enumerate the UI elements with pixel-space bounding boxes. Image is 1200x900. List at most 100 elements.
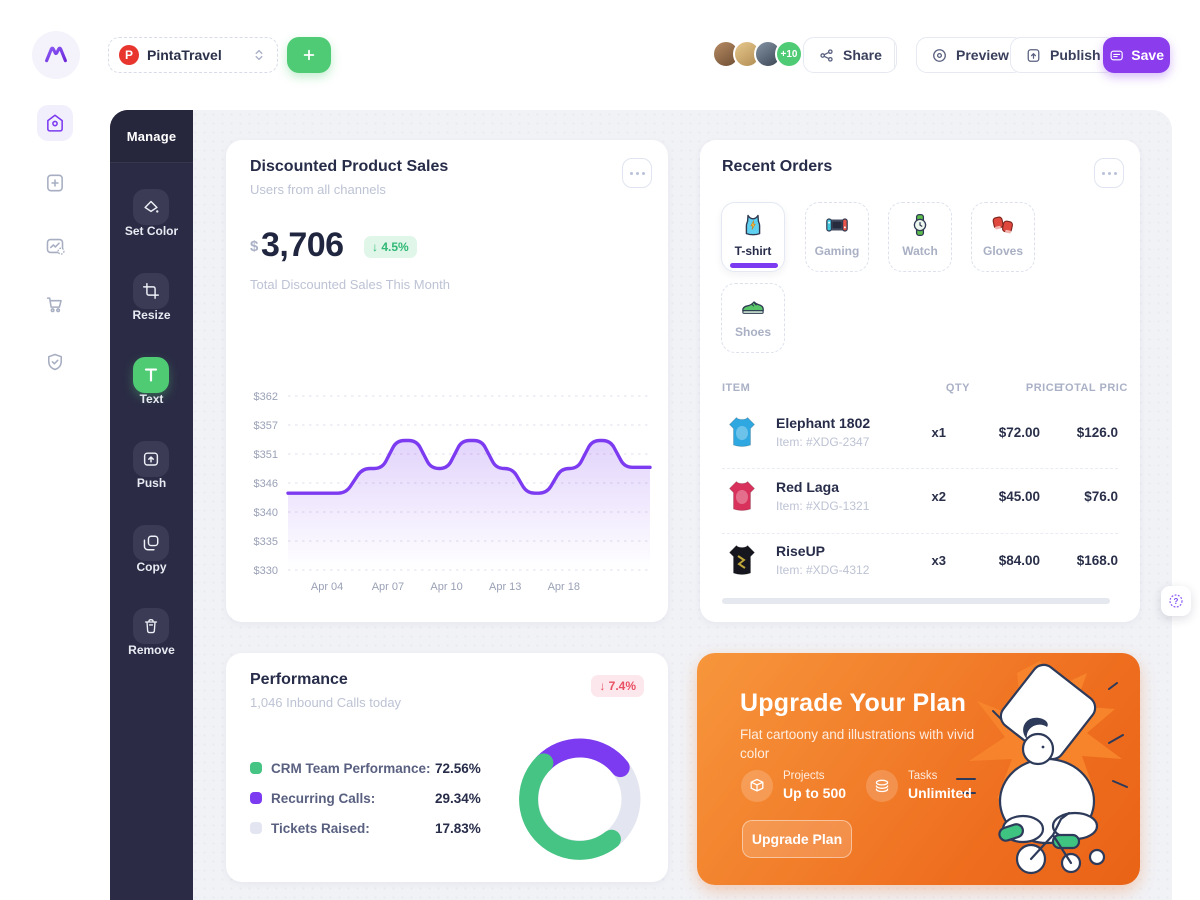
product-sku: Item: #XDG-4312 [776,563,870,577]
chip-label: Gaming [814,244,860,258]
tool-label: Remove [128,643,175,657]
svg-text:$346: $346 [254,478,278,490]
tool-resize[interactable] [133,273,169,309]
order-row[interactable]: RiseUP Item: #XDG-4312 x3 $84.00 $168.0 [722,540,1118,584]
sales-line-chart: $362 $357 $351 $346 $340 $335 $330 Apr 04 Apr 07… [254,391,652,593]
text-icon [144,368,158,382]
legend-swatch [250,822,262,834]
feature-projects [741,770,773,802]
upgrade-subtitle: Flat cartoony and illustrations with viv… [740,727,975,761]
product-thumbnail [728,480,756,511]
help-icon: ? [1169,594,1183,608]
order-price: $45.00 [998,489,1040,504]
product-name: RiseUP [776,543,826,559]
order-total: $126.0 [1076,425,1118,440]
category-chip-gloves[interactable]: Gloves [971,202,1035,272]
cube-icon [750,778,764,792]
card-subtitle: Users from all channels [250,182,386,197]
order-row[interactable]: Elephant 1802 Item: #XDG-2347 x1 $72.00 … [722,412,1118,456]
row-divider [722,468,1118,469]
feature-label: Tasks [908,770,938,782]
category-chip-gaming[interactable]: Gaming [805,202,869,272]
avatars-overflow-badge[interactable]: +10 [775,40,803,68]
order-qty: x1 [931,425,946,440]
tool-copy[interactable] [133,525,169,561]
horizontal-scrollbar[interactable] [722,598,1110,604]
sneaker-icon [742,301,764,314]
card-title: Performance [250,671,348,688]
legend-value: 72.56% [435,760,481,776]
nav-new-file[interactable] [37,165,73,201]
order-qty: x3 [931,553,946,568]
tool-label: Set Color [124,224,179,238]
gamepad-icon [826,218,848,232]
watch-icon [913,213,927,237]
tool-remove[interactable] [133,608,169,644]
column-header-price: PRICE [1025,382,1062,394]
feature-value: Unlimited [908,785,972,801]
legend-value: 17.83% [435,820,481,836]
workspace-selector[interactable]: P PintaTravel [108,37,278,73]
order-total: $168.0 [1076,553,1118,568]
nav-store[interactable] [37,286,73,322]
add-button[interactable] [287,37,331,73]
performance-card: Performance 1,046 Inbound Calls today ↓ … [226,653,668,882]
app-logo[interactable] [32,31,80,79]
home-icon [47,114,63,132]
product-thumbnail [728,544,756,575]
nav-security[interactable] [37,344,73,380]
manage-sidebar: Manage Set Color Resize [110,110,193,900]
order-price: $72.00 [998,425,1040,440]
help-button[interactable]: ? [1161,586,1191,616]
workspace-logo: P [119,45,139,65]
card-menu-button[interactable] [1094,158,1124,188]
gloves-icon [992,216,1013,234]
upgrade-illustration [956,661,1128,875]
legend-item: Tickets Raised: 17.83% [250,818,481,838]
product-sku: Item: #XDG-2347 [776,435,870,449]
publish-button[interactable]: Publish [1010,37,1116,73]
product-name: Red Laga [776,479,840,495]
performance-donut-chart [519,738,641,860]
svg-text:$335: $335 [254,536,278,548]
order-total: $76.0 [1084,489,1118,504]
legend-label: CRM Team Performance: [271,760,431,776]
tool-text[interactable] [133,357,169,393]
sales-delta-badge: ↓ 4.5% [364,236,417,258]
order-row[interactable]: Red Laga Item: #XDG-1321 x2 $45.00 $76.0 [722,476,1118,520]
cart-icon [46,297,62,313]
nav-analytics[interactable] [37,228,73,264]
upgrade-title: Upgrade Your Plan [740,689,967,717]
chip-label: T-shirt [734,244,772,258]
publish-label: Publish [1050,47,1101,63]
analytics-gear-icon [46,238,65,255]
category-chip-tshirt[interactable]: T-shirt [721,202,785,272]
upgrade-plan-button[interactable]: Upgrade Plan [742,820,852,858]
tool-label: Resize [132,308,171,322]
tool-push[interactable] [133,441,169,477]
collaborator-avatars: +10 [712,40,803,68]
category-chip-shoes[interactable]: Shoes [721,283,785,353]
share-button[interactable]: Share [803,37,897,73]
product-thumbnail [728,416,756,447]
preview-label: Preview [956,47,1009,63]
column-header-total-price: TOTAL PRIC [1058,382,1128,394]
save-button[interactable]: Save [1103,37,1170,73]
svg-text:Apr 10: Apr 10 [430,581,462,593]
preview-button[interactable]: Preview [916,37,1024,73]
card-subtitle: 1,046 Inbound Calls today [250,695,402,710]
legend-item: Recurring Calls: 29.34% [250,788,481,808]
sales-caption: Total Discounted Sales This Month [250,277,450,292]
legend-swatch [250,762,262,774]
legend-label: Tickets Raised: [271,820,370,836]
legend-label: Recurring Calls: [271,790,376,806]
category-chip-watch[interactable]: Watch [888,202,952,272]
chevron-updown-icon [255,49,263,61]
tool-set-color[interactable] [133,189,169,225]
column-header-item: ITEM [722,382,751,394]
feature-value: Up to 500 [783,785,847,801]
nav-home[interactable] [37,105,73,141]
card-title: Discounted Product Sales [250,158,449,175]
sales-total-value: 3,706 [261,226,344,264]
card-menu-button[interactable] [622,158,652,188]
